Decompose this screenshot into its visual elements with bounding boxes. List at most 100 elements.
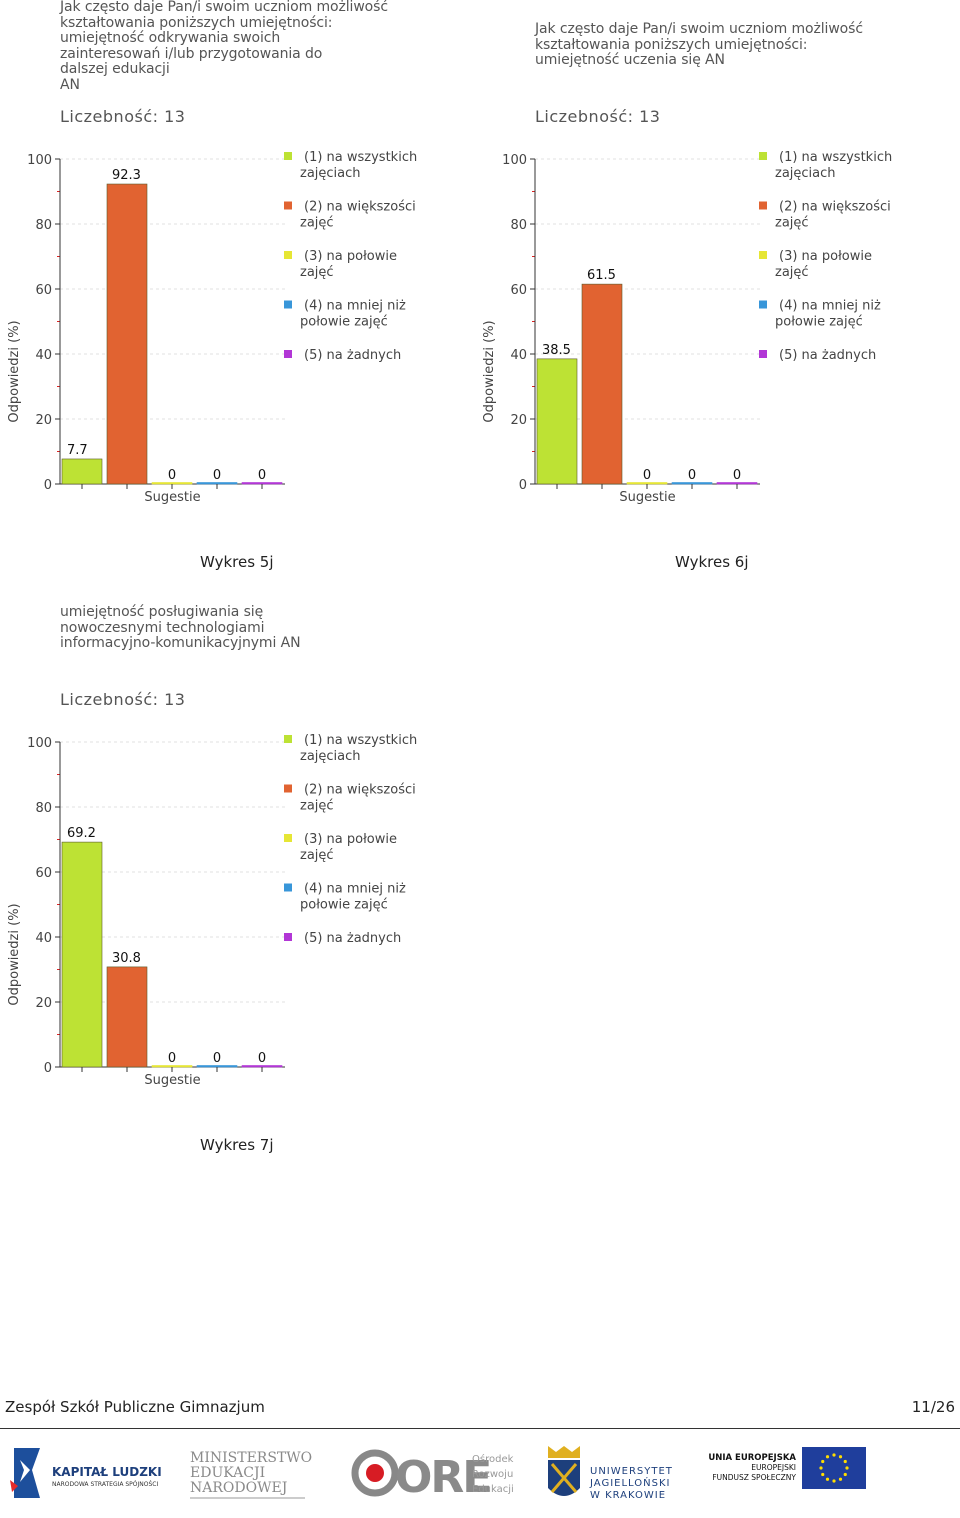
eu-star xyxy=(845,1466,849,1470)
y-tick-label: 100 xyxy=(27,153,52,168)
chart-7j: umiejętność posługiwania się nowoczesnym… xyxy=(0,604,440,1165)
chart-title: umiejętność posługiwania się nowoczesnym… xyxy=(60,604,301,651)
bar xyxy=(106,183,148,485)
y-tick-label: 80 xyxy=(35,801,52,816)
x-axis-label: Sugestie xyxy=(144,1073,200,1088)
ore-line3: Edukacji xyxy=(472,1484,514,1495)
ore-logo: ORE Ośrodek Rozwoju Edukacji xyxy=(351,1449,514,1503)
legend-entry: (2) na większości zajęć xyxy=(300,783,416,814)
men-line1: MINISTERSTWO xyxy=(190,1450,312,1466)
y-axis-label: Odpowiedzi (%) xyxy=(7,903,22,1005)
y-tick-label: 0 xyxy=(44,478,52,493)
sponsor-logos: KAPITAŁ LUDZKI NARODOWA STRATEGIA SPÓJNO… xyxy=(10,1446,866,1503)
eu-star xyxy=(832,1453,836,1457)
legend-swatch xyxy=(284,201,292,210)
bar-value-label: 38.5 xyxy=(542,343,571,358)
chart-caption: Wykres 6j xyxy=(675,553,749,571)
bar xyxy=(581,283,623,485)
bar-value-label: 92.3 xyxy=(112,168,141,183)
legend-entry: (2) na większości zajęć xyxy=(300,200,416,231)
eu-star xyxy=(825,1455,830,1459)
eu-star xyxy=(821,1459,825,1464)
y-tick-label: 0 xyxy=(44,1061,52,1076)
legend-entry: (3) na połowie zajęć xyxy=(775,249,872,280)
count-label: Liczebność: 13 xyxy=(60,690,186,709)
legend-entry: (1) na wszystkich zajęciach xyxy=(775,150,892,181)
y-tick-label: 100 xyxy=(27,736,52,751)
eu-star xyxy=(819,1466,823,1470)
bar xyxy=(61,841,103,1068)
legend-swatch xyxy=(759,300,767,309)
men-line2: EDUKACJI xyxy=(190,1465,265,1481)
ue-line1: UNIA EUROPEJSKA xyxy=(708,1453,796,1463)
men-logo: MINISTERSTWO EDUKACJI NARODOWEJ xyxy=(190,1450,312,1499)
chart-caption: Wykres 7j xyxy=(200,1136,274,1154)
eu-star xyxy=(843,1472,847,1477)
y-tick-label: 80 xyxy=(35,218,52,233)
uj-line2: JAGIELLOŃSKI xyxy=(589,1476,670,1489)
legend-swatch xyxy=(284,834,292,842)
y-tick-label: 40 xyxy=(510,348,527,363)
plot-area: 0 20 40 60 80 100 Odpowiedzi (%) Sugestie 7.7 92.… xyxy=(7,150,417,505)
bar xyxy=(536,358,578,485)
legend-entry: (5) na żadnych xyxy=(304,348,401,363)
chart-title: Jak często daje Pan/i swoim uczniom możl… xyxy=(60,0,388,93)
ore-line2: Rozwoju xyxy=(472,1469,513,1480)
bar-value-label: 30.8 xyxy=(112,951,141,966)
legend-swatch xyxy=(284,251,292,259)
y-tick-label: 80 xyxy=(510,218,527,233)
legend-swatch xyxy=(284,784,292,793)
legend-swatch xyxy=(284,152,292,160)
uj-logo: UNIWERSYTET JAGIELLOŃSKI W KRAKOWIE xyxy=(548,1446,672,1501)
legend-entry: (1) na wszystkich zajęciach xyxy=(300,733,417,764)
uj-line3: W KRAKOWIE xyxy=(590,1490,666,1501)
ore-line1: Ośrodek xyxy=(472,1453,514,1465)
legend-entry: (4) na mniej niż połowie zajęć xyxy=(300,882,406,913)
ore-text: ORE xyxy=(395,1452,490,1503)
count-label: Liczebność: 13 xyxy=(535,107,661,126)
eu-star xyxy=(843,1459,847,1464)
legend-entry: (4) na mniej niż połowie zajęć xyxy=(300,299,406,330)
ue-logo: UNIA EUROPEJSKA EUROPEJSKI FUNDUSZ SPOŁE… xyxy=(708,1447,866,1489)
legend-entry: (3) na połowie zajęć xyxy=(300,249,397,280)
legend-swatch xyxy=(284,300,292,309)
eu-star xyxy=(825,1477,830,1481)
x-axis-label: Sugestie xyxy=(619,490,675,505)
bar-value-label: 0 xyxy=(688,468,696,483)
y-tick-label: 0 xyxy=(519,478,527,493)
y-tick-label: 20 xyxy=(35,413,52,428)
bar-value-label: 0 xyxy=(213,1051,221,1066)
chart-title: Jak często daje Pan/i swoim uczniom możl… xyxy=(535,21,863,68)
legend-swatch xyxy=(284,735,292,743)
bar-value-label: 0 xyxy=(643,468,651,483)
y-tick-label: 20 xyxy=(510,413,527,428)
bar-value-label: 0 xyxy=(258,1051,266,1066)
bar-value-label: 7.7 xyxy=(67,443,88,458)
legend-swatch xyxy=(759,152,767,160)
legend-swatch xyxy=(284,883,292,892)
legend-entry: (5) na żadnych xyxy=(304,931,401,946)
y-tick-label: 20 xyxy=(35,996,52,1011)
chart-caption: Wykres 5j xyxy=(200,553,274,571)
y-tick-label: 60 xyxy=(510,283,527,298)
bar-value-label: 0 xyxy=(258,468,266,483)
chart-6j: Jak często daje Pan/i swoim uczniom możl… xyxy=(475,0,915,580)
legend-swatch xyxy=(284,350,292,358)
x-axis-label: Sugestie xyxy=(144,490,200,505)
y-tick-label: 60 xyxy=(35,283,52,298)
kapital-ludzki-logo: KAPITAŁ LUDZKI NARODOWA STRATEGIA SPÓJNO… xyxy=(10,1448,162,1498)
y-axis-label: Odpowiedzi (%) xyxy=(482,320,497,422)
legend-entry: (1) na wszystkich zajęciach xyxy=(300,150,417,181)
legend-entry: (5) na żadnych xyxy=(779,348,876,363)
ue-line3: FUNDUSZ SPOŁECZNY xyxy=(712,1473,796,1482)
y-tick-label: 40 xyxy=(35,931,52,946)
y-tick-label: 40 xyxy=(35,348,52,363)
bar-value-label: 69.2 xyxy=(67,826,96,841)
y-axis-label: Odpowiedzi (%) xyxy=(7,320,22,422)
legend-entry: (3) na połowie zajęć xyxy=(300,832,397,863)
eu-star xyxy=(821,1472,825,1477)
men-line3: NARODOWEJ xyxy=(190,1480,287,1496)
y-tick-label: 100 xyxy=(502,153,527,168)
footer-page-number: 11/26 xyxy=(911,1398,955,1416)
bar-value-label: 0 xyxy=(213,468,221,483)
